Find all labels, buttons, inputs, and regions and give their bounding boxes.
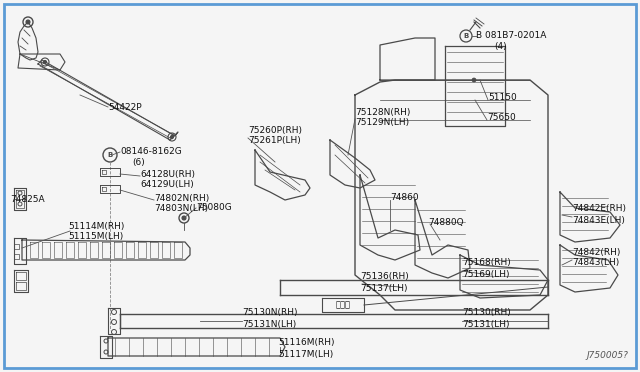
Text: 75137(LH): 75137(LH)	[360, 283, 408, 292]
Text: 未塗装: 未塗装	[335, 301, 351, 310]
Text: 75169(LH): 75169(LH)	[462, 269, 509, 279]
Circle shape	[44, 61, 47, 64]
Text: 74842E(RH): 74842E(RH)	[572, 205, 626, 214]
Text: B: B	[108, 152, 113, 158]
Text: 75131N(LH): 75131N(LH)	[242, 320, 296, 328]
Text: 74802N(RH): 74802N(RH)	[154, 193, 209, 202]
Text: (4): (4)	[494, 42, 507, 51]
Text: 74843E(LH): 74843E(LH)	[572, 215, 625, 224]
Text: 64128U(RH): 64128U(RH)	[140, 170, 195, 179]
Text: 75128N(RH): 75128N(RH)	[355, 108, 410, 116]
Text: 75130(RH): 75130(RH)	[462, 308, 511, 317]
Circle shape	[26, 20, 30, 24]
Text: 75129N(LH): 75129N(LH)	[355, 119, 409, 128]
Text: 75261P(LH): 75261P(LH)	[248, 137, 301, 145]
Circle shape	[170, 135, 173, 138]
Text: B 081B7-0201A: B 081B7-0201A	[476, 32, 547, 41]
Text: 51150: 51150	[488, 93, 516, 103]
Text: 75080G: 75080G	[196, 203, 232, 212]
Circle shape	[472, 78, 476, 82]
Text: 51116M(RH): 51116M(RH)	[278, 339, 335, 347]
Text: 64129U(LH): 64129U(LH)	[140, 180, 194, 189]
Text: 75168(RH): 75168(RH)	[462, 259, 511, 267]
Text: 75136(RH): 75136(RH)	[360, 273, 409, 282]
Text: 51115M(LH): 51115M(LH)	[68, 231, 124, 241]
Text: 74843(LH): 74843(LH)	[572, 259, 620, 267]
Text: 75260P(RH): 75260P(RH)	[248, 125, 302, 135]
Text: B: B	[463, 33, 468, 39]
Text: 74860: 74860	[390, 192, 419, 202]
Text: 74880Q: 74880Q	[428, 218, 463, 227]
Text: 74842(RH): 74842(RH)	[572, 247, 620, 257]
Text: 75130N(RH): 75130N(RH)	[242, 308, 298, 317]
Text: 08146-8162G: 08146-8162G	[120, 148, 182, 157]
Text: (6): (6)	[132, 158, 145, 167]
Circle shape	[182, 216, 186, 220]
Text: 54422P: 54422P	[108, 103, 141, 112]
Text: 75131(LH): 75131(LH)	[462, 320, 509, 328]
Text: J750005?: J750005?	[586, 351, 628, 360]
Text: 75650: 75650	[487, 112, 516, 122]
Text: 51117M(LH): 51117M(LH)	[278, 350, 333, 359]
Text: 74803N(LH): 74803N(LH)	[154, 203, 208, 212]
Text: 74825A: 74825A	[10, 195, 45, 203]
Text: 51114M(RH): 51114M(RH)	[68, 221, 124, 231]
